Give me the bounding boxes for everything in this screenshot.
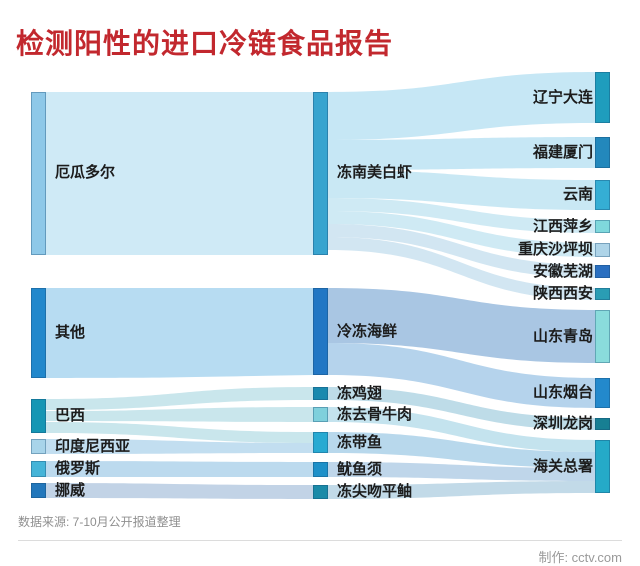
- node-shandong-qingdao-label: 山东青岛: [532, 328, 593, 345]
- flow-brazil-chicken-wings: [46, 387, 313, 410]
- node-frozen-chicken-wings: [313, 387, 328, 400]
- node-jiangxi-pingxiang: [595, 220, 610, 233]
- flow-indonesia-hairtail: [46, 439, 313, 454]
- node-fujian-xiamen-label: 福建厦门: [532, 144, 593, 161]
- node-shenzhen-longgang: [595, 418, 610, 430]
- node-frozen-shrimp-label: 冻南美白虾: [337, 164, 413, 181]
- flow-brazil-boneless-beef: [46, 407, 313, 422]
- node-ecuador: [31, 92, 46, 255]
- node-customs-administration: [595, 440, 610, 493]
- node-frozen-chicken-wings-label: 冻鸡翅: [337, 385, 383, 402]
- node-anhui-wuhu-label: 安徽芜湖: [532, 263, 593, 280]
- flow-others-seafood: [46, 288, 313, 378]
- flow-squid-customs: [328, 462, 595, 481]
- flow-shrimp-xiamen: [328, 137, 595, 170]
- node-shandong-yantai: [595, 378, 610, 408]
- node-indonesia: [31, 439, 46, 454]
- credit-note: 制作: cctv.com: [538, 550, 622, 565]
- flow-hairtail-customs: [328, 432, 595, 468]
- node-russia-label: 俄罗斯: [55, 460, 101, 477]
- node-frozen-boneless-beef-label: 冻去骨牛肉: [337, 406, 413, 423]
- footer-divider: [18, 540, 622, 541]
- flow-seafood-yantai: [328, 343, 595, 408]
- node-frozen-hairtail: [313, 432, 328, 453]
- node-yunnan-label: 云南: [562, 186, 593, 203]
- node-shaanxi-xian-label: 陕西西安: [532, 285, 593, 302]
- node-squid-tentacles-label: 鱿鱼须: [337, 461, 383, 478]
- flow-norway-rockfish: [46, 483, 313, 499]
- flow-shrimp-yunnan: [328, 170, 595, 210]
- flow-chicken-wings-longgang: [328, 387, 595, 430]
- node-frozen-shrimp: [313, 92, 328, 255]
- node-chongqing-shapingba-label: 重庆沙坪坝: [517, 241, 593, 258]
- node-customs-administration-label: 海关总署: [532, 458, 593, 475]
- node-yunnan: [595, 180, 610, 210]
- page-title: 检测阳性的进口冷链食品报告: [16, 28, 394, 59]
- node-frozen-hairtail-label: 冻带鱼: [337, 434, 383, 451]
- flow-shrimp-dalian: [328, 72, 595, 140]
- node-frozen-rockfish: [313, 485, 328, 499]
- flow-shrimp-pingxiang: [328, 198, 595, 233]
- node-frozen-rockfish-label: 冻尖吻平鲉: [337, 483, 413, 500]
- node-brazil: [31, 399, 46, 433]
- node-shandong-yantai-label: 山东烟台: [532, 384, 593, 401]
- node-liaoning-dalian: [595, 72, 610, 123]
- node-shenzhen-longgang-label: 深圳龙岗: [532, 415, 593, 432]
- node-frozen-seafood-label: 冷冻海鲜: [337, 323, 398, 340]
- flow-shrimp-wuhu: [328, 224, 595, 278]
- data-source-note: 数据来源: 7-10月公开报道整理: [18, 515, 181, 529]
- node-others-label: 其他: [55, 324, 86, 341]
- node-anhui-wuhu: [595, 265, 610, 278]
- node-shaanxi-xian: [595, 288, 610, 300]
- node-brazil-label: 巴西: [55, 407, 86, 424]
- node-russia: [31, 461, 46, 477]
- flow-rockfish-customs: [328, 481, 595, 499]
- flow-shrimp-xian: [328, 237, 595, 300]
- node-fujian-xiamen: [595, 137, 610, 168]
- node-norway-label: 挪威: [55, 482, 86, 499]
- flow-russia-squid: [46, 461, 313, 477]
- flow-ecuador-shrimp: [46, 92, 313, 255]
- flow-boneless-beef-customs: [328, 407, 595, 452]
- flow-brazil-hairtail: [46, 422, 313, 443]
- node-chongqing-shapingba: [595, 243, 610, 257]
- flow-shrimp-shapingba: [328, 211, 595, 257]
- node-others: [31, 288, 46, 378]
- node-jiangxi-pingxiang-label: 江西萍乡: [532, 218, 593, 235]
- node-frozen-seafood: [313, 288, 328, 375]
- node-indonesia-label: 印度尼西亚: [55, 438, 131, 455]
- node-frozen-boneless-beef: [313, 407, 328, 422]
- node-squid-tentacles: [313, 462, 328, 477]
- node-shandong-qingdao: [595, 310, 610, 363]
- flow-seafood-qingdao: [328, 288, 595, 363]
- node-liaoning-dalian-label: 辽宁大连: [532, 89, 593, 106]
- node-ecuador-label: 厄瓜多尔: [55, 164, 116, 181]
- node-norway: [31, 483, 46, 498]
